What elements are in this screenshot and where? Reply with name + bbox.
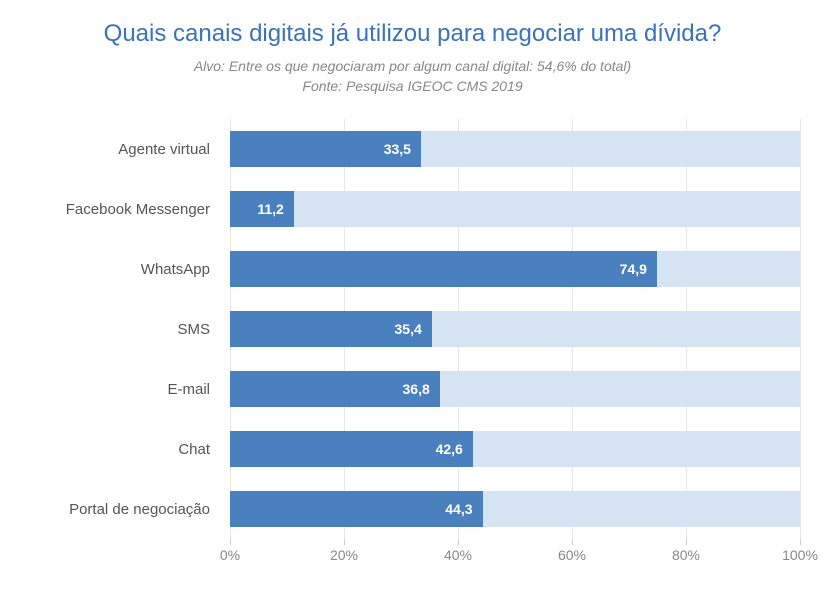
bar-value-label: 11,2 — [257, 201, 283, 217]
bar-row: 36,8 — [230, 359, 800, 419]
bar-value-label: 33,5 — [384, 141, 411, 157]
plot-area: 33,5 11,2 74,9 — [230, 119, 800, 539]
x-tick-label: 100% — [782, 547, 818, 563]
x-tick-label: 80% — [672, 547, 700, 563]
bar-fill: 33,5 — [230, 131, 421, 167]
bar-value-label: 36,8 — [403, 381, 430, 397]
x-tick-mark — [572, 539, 573, 545]
bar-fill: 36,8 — [230, 371, 440, 407]
x-tick-label: 40% — [444, 547, 472, 563]
chart-title: Quais canais digitais já utilizou para n… — [20, 20, 805, 48]
y-axis-label: SMS — [20, 299, 220, 359]
chart-subtitle-1: Alvo: Entre os que negociaram por algum … — [20, 58, 805, 74]
y-axis-label: Agente virtual — [20, 119, 220, 179]
bar-track: 44,3 — [230, 491, 800, 527]
x-tick-label: 20% — [330, 547, 358, 563]
chart-subtitle-2: Fonte: Pesquisa IGEOC CMS 2019 — [20, 78, 805, 94]
bar-row: 74,9 — [230, 239, 800, 299]
bar-fill: 44,3 — [230, 491, 483, 527]
bar-fill: 11,2 — [230, 191, 294, 227]
x-tick-label: 60% — [558, 547, 586, 563]
x-axis: 0% 20% 40% 60% 80% 100% — [230, 539, 800, 569]
x-tick-mark — [458, 539, 459, 545]
bar-row: 11,2 — [230, 179, 800, 239]
x-tick-mark — [686, 539, 687, 545]
chart-container: Quais canais digitais já utilizou para n… — [0, 0, 825, 615]
chart-area: Agente virtual Facebook Messenger WhatsA… — [20, 119, 805, 574]
bar-fill: 42,6 — [230, 431, 473, 467]
bar-row: 35,4 — [230, 299, 800, 359]
bar-fill: 35,4 — [230, 311, 432, 347]
bar-track: 33,5 — [230, 131, 800, 167]
bar-fill: 74,9 — [230, 251, 657, 287]
y-axis-label: E-mail — [20, 359, 220, 419]
x-tick-label: 0% — [220, 547, 240, 563]
bar-row: 33,5 — [230, 119, 800, 179]
bar-value-label: 35,4 — [395, 321, 422, 337]
x-tick-mark — [230, 539, 231, 545]
bar-track: 36,8 — [230, 371, 800, 407]
y-axis-label: WhatsApp — [20, 239, 220, 299]
bar-track: 11,2 — [230, 191, 800, 227]
x-tick-mark — [344, 539, 345, 545]
y-axis-label: Facebook Messenger — [20, 179, 220, 239]
grid-line — [800, 119, 801, 539]
bar-row: 44,3 — [230, 479, 800, 539]
bar-row: 42,6 — [230, 419, 800, 479]
bar-value-label: 74,9 — [620, 261, 647, 277]
bar-track: 74,9 — [230, 251, 800, 287]
bar-value-label: 42,6 — [436, 441, 463, 457]
x-tick-mark — [800, 539, 801, 545]
y-axis-label: Chat — [20, 419, 220, 479]
bar-value-label: 44,3 — [445, 501, 472, 517]
bar-track: 42,6 — [230, 431, 800, 467]
y-axis-label: Portal de negociação — [20, 479, 220, 539]
bar-track: 35,4 — [230, 311, 800, 347]
